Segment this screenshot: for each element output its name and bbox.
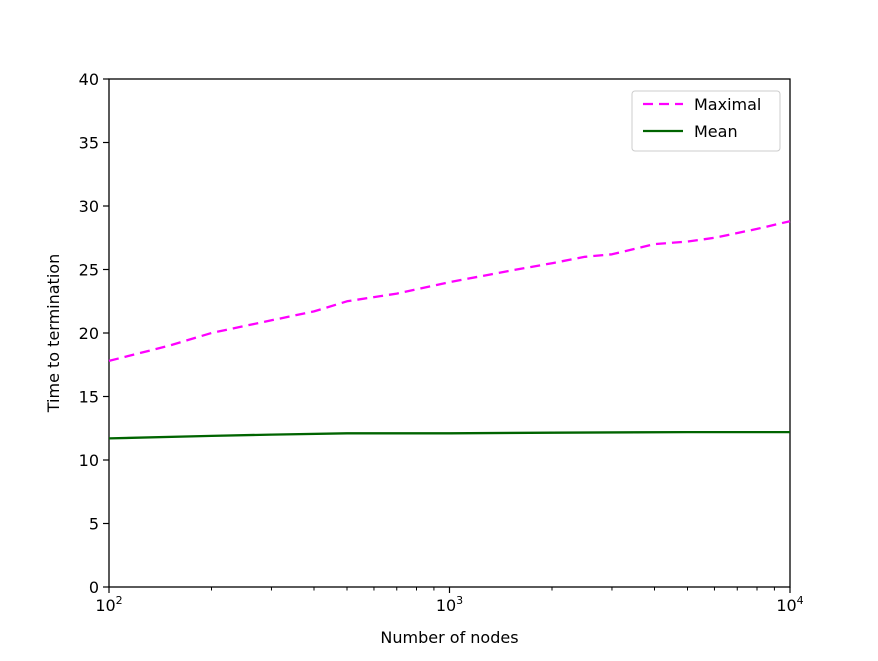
legend-box — [631, 90, 781, 152]
y-tick-label: 15 — [79, 388, 99, 407]
y-axis-ticks: 0 5 10 15 20 25 30 35 40 — [79, 70, 109, 597]
y-tick-label: 25 — [79, 261, 99, 280]
x-tick-label: 103 — [436, 594, 463, 615]
y-tick-label: 20 — [79, 324, 99, 343]
x-tick-label: 102 — [95, 594, 122, 615]
x-axis-title: Number of nodes — [380, 628, 518, 647]
x-axis-ticks: 102 103 104 — [95, 587, 804, 615]
legend-mean-label: Mean — [694, 122, 738, 141]
y-tick-label: 10 — [79, 451, 99, 470]
legend: Maximal Mean — [631, 90, 781, 152]
y-tick-label: 35 — [79, 134, 99, 153]
series-mean-line — [108, 430, 790, 440]
y-axis-title: Time to termination — [44, 254, 63, 413]
y-tick-label: 0 — [89, 578, 99, 597]
y-tick-label: 40 — [79, 70, 99, 89]
y-tick-label: 5 — [89, 515, 99, 534]
y-tick-label: 30 — [79, 197, 99, 216]
legend-maximal-label: Maximal — [694, 95, 761, 114]
series-maximal-line — [108, 220, 791, 363]
x-tick-label: 104 — [776, 594, 803, 615]
series-layer — [108, 220, 791, 440]
